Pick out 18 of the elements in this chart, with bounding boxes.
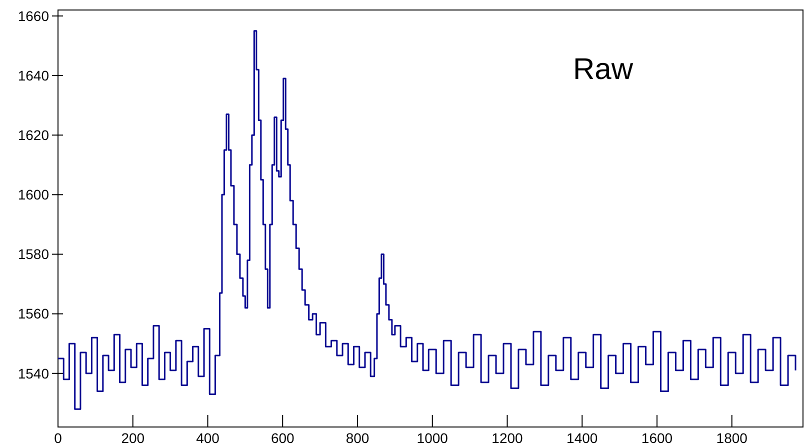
y-tick-label: 1540: [18, 365, 50, 382]
y-tick-label: 1640: [18, 67, 50, 84]
y-tick-label: 1660: [18, 8, 50, 24]
x-tick-label: 400: [196, 430, 220, 446]
x-tick-label: 1000: [416, 430, 448, 446]
y-tick-label: 1600: [18, 186, 50, 203]
x-tick-label: 800: [346, 430, 370, 446]
y-tick-label: 1560: [18, 306, 50, 322]
x-tick-label: 600: [270, 430, 295, 446]
x-tick-label: 1400: [566, 430, 598, 446]
x-tick-label: 1800: [716, 430, 748, 446]
x-tick-label: 1200: [492, 430, 524, 446]
x-tick-label: 200: [121, 430, 145, 446]
y-tick-label: 1580: [18, 246, 50, 262]
x-tick-label: 0: [54, 430, 62, 446]
y-tick-label: 1620: [18, 127, 50, 143]
x-tick-label: 1600: [641, 430, 673, 446]
annotation: Raw: [573, 53, 634, 86]
